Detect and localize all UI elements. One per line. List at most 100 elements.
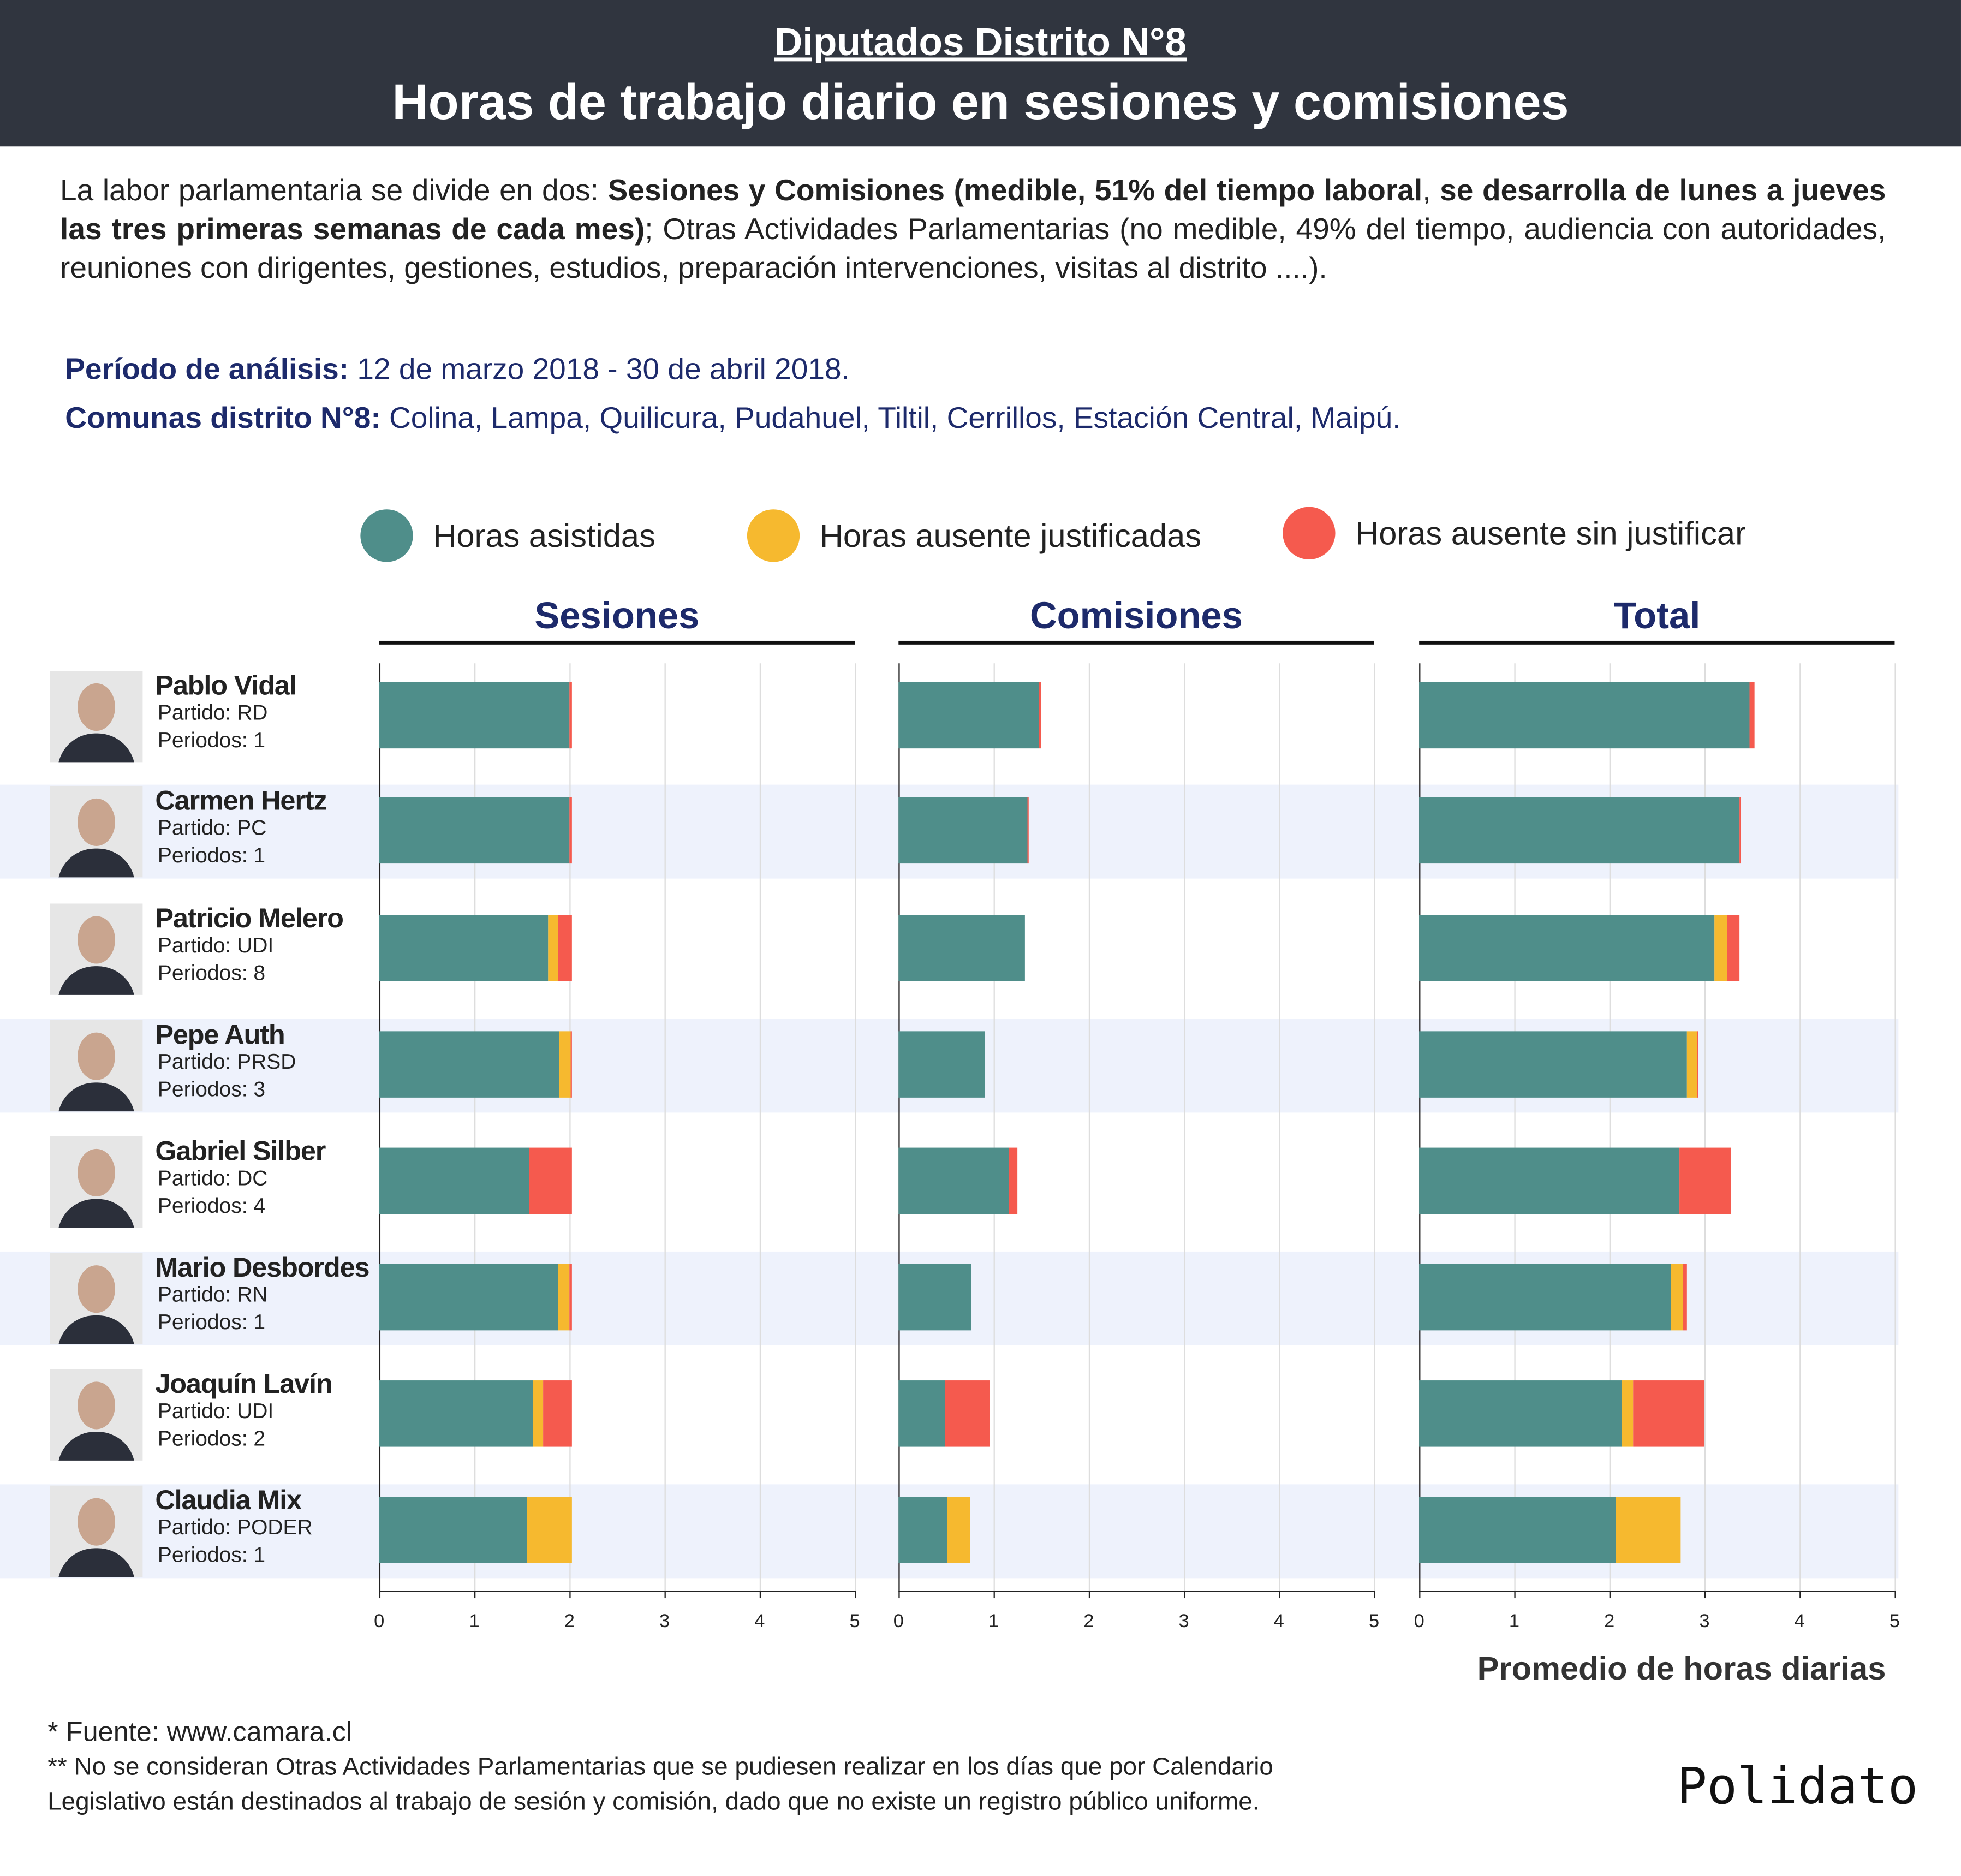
tick-mark — [379, 1591, 381, 1599]
gridline — [569, 663, 571, 1592]
avatar-head — [78, 1498, 115, 1546]
y-axis — [1419, 663, 1421, 1592]
bar-segment-asistidas — [898, 915, 1026, 981]
header-subtitle: Diputados Distrito N°8 — [774, 20, 1187, 64]
footer-note-2: Legislativo están destinados al trabajo … — [47, 1788, 1260, 1816]
tick-mark — [1894, 1591, 1896, 1599]
bar-segment-justificadas — [533, 1380, 543, 1447]
intro-bold1: Sesiones y Comisiones (medible, 51% del … — [607, 174, 1423, 208]
intro-bold2: se desarrolla de lunes a jueves las tres… — [60, 174, 1886, 247]
avatar-body — [57, 733, 135, 763]
tick-label: 4 — [1273, 1610, 1284, 1632]
deputy-name: Carmen Hertz — [155, 784, 327, 816]
avatar-head — [78, 798, 115, 847]
gridline — [855, 663, 856, 1592]
bar-segment-sin-justificar — [1633, 1380, 1704, 1447]
bar-segment-asistidas — [379, 1264, 558, 1331]
tick-label: 1 — [1509, 1610, 1519, 1632]
tick-mark — [993, 1591, 995, 1599]
bar-segment-justificadas — [526, 1497, 573, 1563]
bar-segment-justificadas — [1670, 1264, 1683, 1331]
tick-label: 4 — [754, 1610, 765, 1632]
header-title: Horas de trabajo diario en sesiones y co… — [392, 75, 1569, 130]
bar-segment-justificadas — [548, 915, 558, 981]
tick-label: 5 — [849, 1610, 860, 1632]
deputy-partido: Partido: RN — [157, 1283, 268, 1307]
deputy-partido: Partido: UDI — [157, 933, 274, 958]
bar-segment-sin-justificar — [569, 797, 571, 864]
periodo: Período de análisis: 12 de marzo 2018 - … — [65, 353, 850, 388]
bar-segment-asistidas — [379, 1380, 534, 1447]
legend-label: Horas ausente sin justificar — [1355, 514, 1746, 552]
bar-segment-justificadas — [947, 1497, 970, 1563]
tick-label: 2 — [1083, 1610, 1094, 1632]
avatar-head — [78, 1148, 115, 1197]
tick-label: 3 — [1699, 1610, 1710, 1632]
gridline — [993, 663, 995, 1592]
bar-segment-asistidas — [898, 1497, 947, 1563]
panel-title: Total — [1419, 595, 1895, 645]
header: Diputados Distrito N°8 Horas de trabajo … — [0, 0, 1961, 147]
gridline — [1088, 663, 1090, 1592]
bar-segment-sin-justificar — [1682, 1264, 1686, 1331]
legend-justificadas: Horas ausente justificadas — [747, 509, 1201, 562]
tick-mark — [1419, 1591, 1421, 1599]
avatar-head — [78, 683, 115, 731]
tick-label: 5 — [1369, 1610, 1380, 1632]
comunas: Comunas distrito N°8: Colina, Lampa, Qui… — [65, 402, 1400, 437]
bar-segment-sin-justificar — [945, 1380, 990, 1447]
tick-mark — [898, 1591, 900, 1599]
tick-label: 3 — [1178, 1610, 1189, 1632]
legend-swatch — [360, 509, 413, 562]
gridline — [759, 663, 761, 1592]
tick-label: 1 — [988, 1610, 999, 1632]
deputy-photo — [50, 785, 143, 878]
deputy-partido: Partido: PC — [157, 815, 267, 840]
bar-segment-sin-justificar — [570, 1031, 571, 1098]
x-axis — [379, 1591, 855, 1592]
tick-label: 2 — [564, 1610, 575, 1632]
bar-segment-justificadas — [558, 1264, 570, 1331]
legend-swatch — [1283, 507, 1336, 559]
avatar-body — [57, 1199, 135, 1228]
legend-label: Horas ausente justificadas — [819, 516, 1202, 554]
tick-label: 0 — [374, 1610, 385, 1632]
tick-mark — [759, 1591, 761, 1599]
legend-asistidas: Horas asistidas — [360, 509, 655, 562]
x-axis — [898, 1591, 1374, 1592]
bar-segment-asistidas — [379, 797, 570, 864]
deputy-periodos: Periodos: 1 — [157, 843, 266, 867]
bar-segment-asistidas — [379, 1147, 530, 1214]
avatar-body — [57, 848, 135, 878]
x-axis — [1419, 1591, 1895, 1592]
periodo-label: Período de análisis: — [65, 353, 349, 387]
tick-mark — [664, 1591, 666, 1599]
tick-mark — [1799, 1591, 1801, 1599]
bar-segment-asistidas — [379, 1497, 527, 1563]
tick-label: 4 — [1794, 1610, 1805, 1632]
deputy-name: Claudia Mix — [155, 1484, 302, 1516]
deputy-periodos: Periodos: 1 — [157, 1543, 266, 1567]
bar-segment-asistidas — [379, 682, 570, 749]
bar-segment-asistidas — [898, 1380, 945, 1447]
tick-label: 0 — [1414, 1610, 1424, 1632]
avatar-head — [78, 1265, 115, 1313]
gridline — [1894, 663, 1896, 1592]
deputy-partido: Partido: RD — [157, 701, 268, 725]
bar-segment-sin-justificar — [1009, 1147, 1018, 1214]
panel-title: Comisiones — [898, 595, 1374, 645]
bar-segment-justificadas — [1616, 1497, 1681, 1563]
gridline — [1609, 663, 1611, 1592]
x-axis-label: Promedio de horas diarias — [1477, 1649, 1886, 1687]
bar-segment-asistidas — [1419, 915, 1715, 981]
footer-note-1: ** No se consideran Otras Actividades Pa… — [47, 1753, 1273, 1781]
deputy-partido: Partido: UDI — [157, 1399, 274, 1424]
tick-mark — [1704, 1591, 1706, 1599]
deputy-periodos: Periodos: 4 — [157, 1194, 266, 1218]
avatar-head — [78, 1381, 115, 1430]
tick-mark — [1279, 1591, 1280, 1599]
deputy-name: Pablo Vidal — [155, 669, 297, 701]
footer-source: * Fuente: www.camara.cl — [47, 1716, 353, 1747]
gridline — [1184, 663, 1185, 1592]
